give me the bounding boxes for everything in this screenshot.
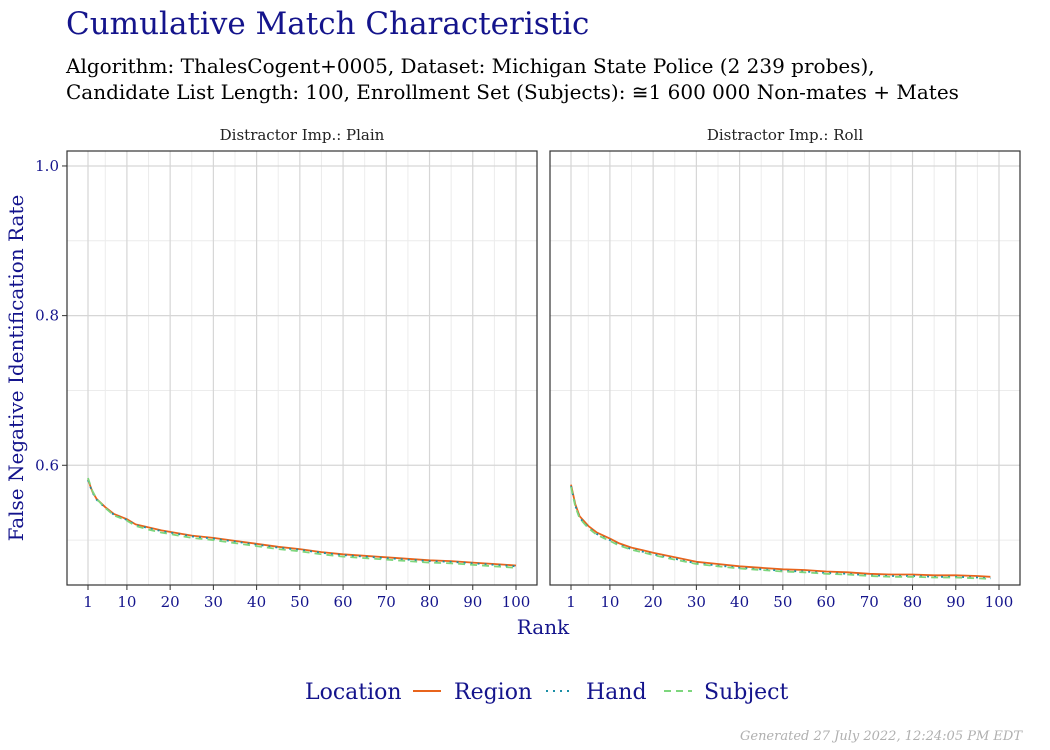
legend-title: Location <box>305 680 402 705</box>
x-tick-label: 90 <box>463 593 482 611</box>
x-tick-label: 30 <box>687 593 706 611</box>
x-tick-label: 10 <box>600 593 619 611</box>
x-tick-label: 40 <box>730 593 749 611</box>
generated-timestamp: Generated 27 July 2022, 12:24:05 PM EDT <box>739 729 1022 744</box>
x-axis-title: Rank <box>517 615 570 639</box>
x-tick-label: 30 <box>204 593 223 611</box>
panel-roll: 1 10 20 30 40 50 60 70 80 90 100 <box>549 150 1021 611</box>
subtitle-line-1: Algorithm: ThalesCogent+0005, Dataset: M… <box>66 54 875 78</box>
series-line-subject <box>570 486 991 580</box>
chart-title: Cumulative Match Characteristic <box>66 6 590 42</box>
legend-label-hand: Hand <box>586 680 647 705</box>
series-line-region <box>87 479 517 567</box>
panel-2-strip-title: Distractor Imp.: Roll <box>707 126 864 144</box>
y-tick-label: 0.6 <box>35 456 59 474</box>
x-tick-label: 10 <box>117 593 136 611</box>
y-tick-label: 0.8 <box>35 307 59 325</box>
x-tick-label: 40 <box>247 593 266 611</box>
x-tick-label: 100 <box>985 593 1014 611</box>
legend: Location Region Hand Subject <box>305 680 788 705</box>
x-tick-label: 70 <box>377 593 396 611</box>
x-tick-label: 50 <box>773 593 792 611</box>
x-tick-label: 1 <box>83 593 93 611</box>
panel-border <box>549 150 1021 586</box>
panel-border <box>66 150 538 586</box>
legend-label-region: Region <box>454 680 532 705</box>
subtitle-line-2: Candidate List Length: 100, Enrollment S… <box>66 80 959 104</box>
y-tick-label: 1.0 <box>35 157 59 175</box>
x-tick-label: 60 <box>334 593 353 611</box>
x-tick-label: 70 <box>860 593 879 611</box>
series-line-subject <box>87 477 517 569</box>
panel-1-strip-title: Distractor Imp.: Plain <box>220 126 385 144</box>
series-line-region <box>570 484 991 578</box>
x-tick-label: 80 <box>420 593 439 611</box>
panel-plain: 1 10 20 30 40 50 60 70 80 90 100 0.6 0.8 1.0 <box>35 150 538 611</box>
x-tick-label: 20 <box>644 593 663 611</box>
legend-label-subject: Subject <box>704 680 788 705</box>
y-axis-title: False Negative Identification Rate <box>4 195 28 542</box>
x-tick-label: 100 <box>502 593 531 611</box>
panel-background <box>67 151 537 585</box>
x-tick-label: 1 <box>566 593 576 611</box>
panel-background <box>550 151 1020 585</box>
chart-subtitle: Algorithm: ThalesCogent+0005, Dataset: M… <box>66 53 959 105</box>
x-tick-label: 50 <box>290 593 309 611</box>
x-tick-label: 80 <box>903 593 922 611</box>
x-tick-label: 60 <box>817 593 836 611</box>
x-tick-label: 20 <box>161 593 180 611</box>
x-tick-label: 90 <box>946 593 965 611</box>
